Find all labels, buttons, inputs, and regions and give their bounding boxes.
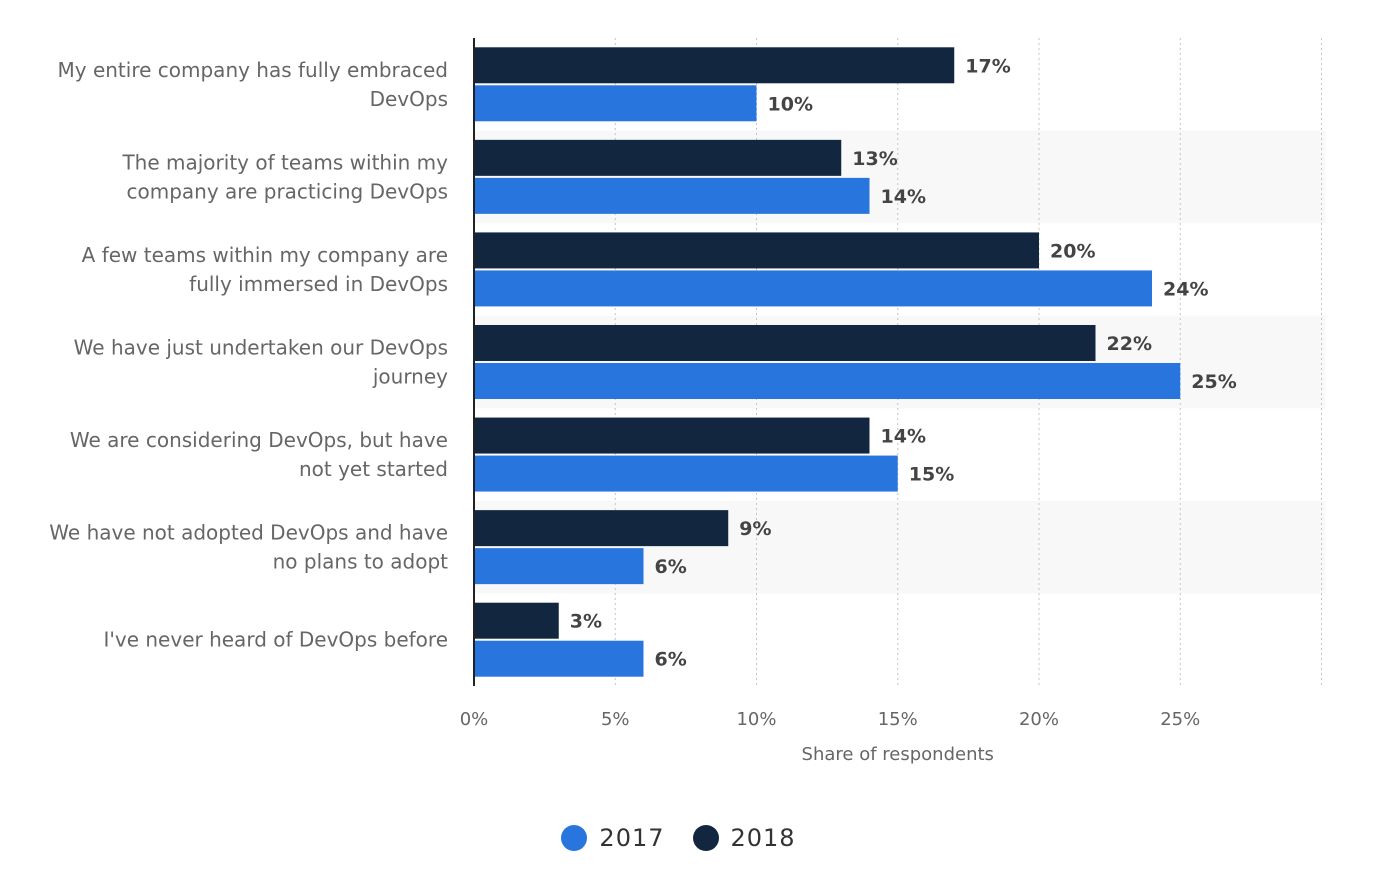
data-label-2018: 22% bbox=[1107, 333, 1152, 355]
x-tick-label: 15% bbox=[878, 709, 918, 730]
legend-item-2018[interactable]: 2018 bbox=[692, 824, 796, 852]
category-label: I've never heard of DevOps before bbox=[103, 628, 448, 652]
bar-2018 bbox=[474, 47, 955, 84]
data-label-2018: 3% bbox=[570, 611, 602, 633]
bar-2017 bbox=[474, 640, 644, 677]
category-label: My entire company has fully embraced DevO… bbox=[58, 58, 449, 111]
legend-item-2017[interactable]: 2017 bbox=[561, 824, 664, 852]
data-label-2017: 14% bbox=[881, 186, 926, 208]
data-label-2017: 24% bbox=[1163, 278, 1208, 300]
x-tick-label: 0% bbox=[460, 709, 489, 730]
category-label-line: We are considering DevOps, but have bbox=[70, 428, 448, 452]
category-label: We have not adopted DevOps and have no pl… bbox=[49, 521, 448, 574]
category-label-line: fully immersed in DevOps bbox=[189, 272, 448, 296]
data-label-2017: 15% bbox=[909, 464, 954, 486]
x-tick-label: 5% bbox=[601, 709, 630, 730]
legend-label-2018: 2018 bbox=[730, 824, 796, 852]
category-label-line: We have not adopted DevOps and have bbox=[49, 521, 448, 545]
data-label-2018: 17% bbox=[965, 55, 1010, 77]
category-label: We have just undertaken our DevOps journe… bbox=[74, 335, 448, 388]
bar-2018 bbox=[474, 232, 1039, 269]
x-tick-label: 10% bbox=[736, 709, 776, 730]
data-label-2018: 13% bbox=[852, 148, 897, 170]
category-label-line: The majority of teams within my bbox=[121, 150, 448, 174]
bar-2018 bbox=[474, 139, 842, 176]
data-label-2017: 6% bbox=[655, 649, 687, 671]
category-label-line: A few teams within my company are bbox=[82, 243, 448, 267]
legend-marker-2018 bbox=[692, 825, 719, 851]
category-label-line: not yet started bbox=[299, 457, 448, 481]
x-tick-label: 25% bbox=[1160, 709, 1200, 730]
data-label-2017: 6% bbox=[655, 556, 687, 578]
bar-2018 bbox=[474, 417, 870, 454]
legend-marker-2017 bbox=[561, 825, 588, 851]
data-label-2018: 14% bbox=[881, 426, 926, 448]
category-label-line: no plans to adopt bbox=[273, 550, 449, 574]
legend: 2017 2018 bbox=[0, 818, 1376, 858]
bar-2018 bbox=[474, 602, 559, 639]
x-tick-label: 20% bbox=[1019, 709, 1059, 730]
legend-label-2017: 2017 bbox=[599, 824, 665, 852]
category-label-line: DevOps bbox=[370, 87, 448, 111]
bar-2017 bbox=[474, 455, 898, 492]
category-label: We are considering DevOps, but have not y… bbox=[70, 428, 448, 481]
bar-2017 bbox=[474, 548, 644, 585]
data-label-2017: 25% bbox=[1191, 371, 1236, 393]
x-axis-title: Share of respondents bbox=[802, 744, 994, 765]
bar-2017 bbox=[474, 270, 1152, 307]
bar-2017 bbox=[474, 177, 870, 214]
category-label-line: We have just undertaken our DevOps bbox=[74, 335, 448, 359]
category-label-line: company are practicing DevOps bbox=[127, 179, 448, 203]
category-label: The majority of teams within my company a… bbox=[121, 150, 448, 203]
bar-2017 bbox=[474, 85, 757, 122]
category-label-line: journey bbox=[372, 364, 448, 388]
category-label-line: My entire company has fully embraced bbox=[58, 58, 449, 82]
category-label: A few teams within my company are fully i… bbox=[82, 243, 448, 296]
bar-2018 bbox=[474, 510, 729, 547]
bar-2017 bbox=[474, 362, 1181, 399]
data-label-2018: 9% bbox=[739, 518, 771, 540]
bar-2018 bbox=[474, 324, 1096, 361]
data-label-2018: 20% bbox=[1050, 240, 1095, 262]
category-label-line: I've never heard of DevOps before bbox=[103, 628, 448, 652]
data-label-2017: 10% bbox=[768, 93, 813, 115]
